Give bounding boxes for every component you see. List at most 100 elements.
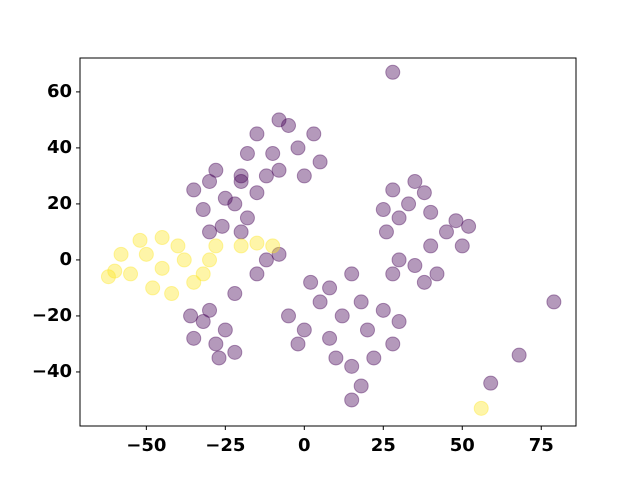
- point: [391, 252, 407, 268]
- point: [303, 274, 319, 290]
- point: [385, 64, 401, 80]
- point: [344, 392, 360, 408]
- point: [239, 146, 255, 162]
- point: [385, 182, 401, 198]
- point: [195, 202, 211, 218]
- point: [322, 330, 338, 346]
- x-tick-label: 0: [298, 435, 311, 456]
- point: [281, 308, 297, 324]
- point: [271, 162, 287, 178]
- point: [214, 218, 230, 234]
- point: [217, 190, 233, 206]
- point: [265, 146, 281, 162]
- x-tick-label: 50: [450, 435, 475, 456]
- y-tick-label: −40: [32, 361, 72, 382]
- point: [423, 238, 439, 254]
- x-tick-label: 75: [529, 435, 554, 456]
- point: [312, 294, 328, 310]
- y-tick-label: 0: [59, 249, 72, 270]
- point: [186, 274, 202, 290]
- x-tick-label: −25: [205, 435, 245, 456]
- point: [271, 112, 287, 128]
- point: [416, 185, 432, 201]
- point: [217, 322, 233, 338]
- point: [359, 322, 375, 338]
- point: [170, 238, 186, 254]
- point: [186, 330, 202, 346]
- point: [123, 266, 139, 282]
- point: [107, 263, 123, 279]
- y-tick-label: 60: [47, 81, 72, 102]
- y-tick-label: −20: [32, 305, 72, 326]
- point: [312, 154, 328, 170]
- point: [233, 168, 249, 184]
- point: [366, 350, 382, 366]
- point: [249, 266, 265, 282]
- point: [353, 294, 369, 310]
- x-tick-label: 25: [371, 435, 396, 456]
- point: [448, 213, 464, 229]
- y-tick-label: 40: [47, 137, 72, 158]
- point: [344, 266, 360, 282]
- point: [407, 174, 423, 190]
- point: [258, 252, 274, 268]
- point: [202, 174, 218, 190]
- point: [233, 238, 249, 254]
- point: [328, 350, 344, 366]
- point: [290, 140, 306, 156]
- point: [113, 246, 129, 262]
- point: [322, 280, 338, 296]
- point: [416, 274, 432, 290]
- point: [461, 218, 477, 234]
- point: [391, 314, 407, 330]
- point: [211, 350, 227, 366]
- point: [401, 196, 417, 212]
- point: [265, 238, 281, 254]
- point: [375, 202, 391, 218]
- point: [227, 286, 243, 302]
- point: [391, 210, 407, 226]
- plot-frame: [79, 57, 577, 427]
- point: [154, 230, 170, 246]
- point: [195, 266, 211, 282]
- point: [423, 204, 439, 220]
- point: [164, 286, 180, 302]
- point: [249, 126, 265, 142]
- point: [438, 224, 454, 240]
- point: [176, 252, 192, 268]
- point: [183, 308, 199, 324]
- point: [353, 378, 369, 394]
- point: [227, 196, 243, 212]
- point: [407, 258, 423, 274]
- point: [249, 185, 265, 201]
- y-tick-label: 20: [47, 193, 72, 214]
- point: [334, 308, 350, 324]
- point: [233, 224, 249, 240]
- point: [473, 400, 489, 416]
- point: [100, 269, 116, 285]
- point: [306, 126, 322, 142]
- point: [145, 280, 161, 296]
- point: [154, 260, 170, 276]
- point: [208, 336, 224, 352]
- point: [483, 375, 499, 391]
- point: [138, 246, 154, 262]
- point: [375, 302, 391, 318]
- point: [227, 344, 243, 360]
- point: [202, 302, 218, 318]
- x-tick-label: −50: [126, 435, 166, 456]
- point: [296, 168, 312, 184]
- point: [271, 246, 287, 262]
- point: [378, 224, 394, 240]
- point: [385, 266, 401, 282]
- point: [454, 238, 470, 254]
- point: [258, 168, 274, 184]
- point: [429, 266, 445, 282]
- point: [249, 235, 265, 251]
- point: [202, 252, 218, 268]
- point: [239, 210, 255, 226]
- point: [511, 347, 527, 363]
- point: [385, 336, 401, 352]
- point: [208, 162, 224, 178]
